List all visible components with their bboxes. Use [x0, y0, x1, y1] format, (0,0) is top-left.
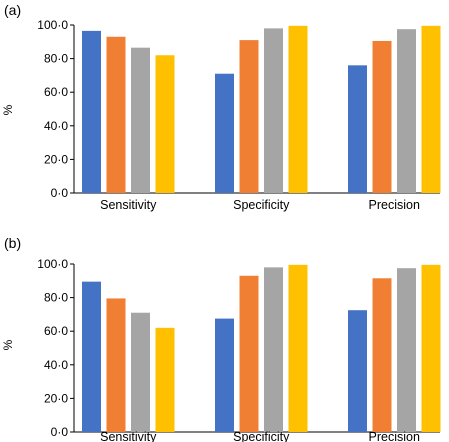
y-tick-label: 20·0	[44, 391, 68, 405]
bar	[215, 318, 234, 432]
y-tick-label: 40·0	[44, 358, 68, 372]
bar	[348, 310, 367, 432]
y-tick-label: 100·0	[37, 18, 68, 32]
bar	[155, 55, 175, 193]
bar	[421, 264, 441, 432]
bar	[264, 267, 283, 432]
y-tick-label: 60·0	[44, 324, 68, 338]
bar	[82, 281, 101, 432]
bar	[106, 298, 126, 432]
y-tick-label: 80·0	[44, 291, 68, 305]
bar	[131, 312, 150, 432]
bar	[397, 268, 416, 432]
bar	[372, 278, 392, 432]
bar	[155, 327, 175, 432]
x-category-label: Sensitivity	[100, 198, 157, 212]
bar	[106, 36, 126, 194]
bar	[131, 47, 150, 194]
y-tick-label: 0·0	[51, 186, 69, 200]
y-tick-label: 100·0	[37, 257, 68, 271]
panel-label: (b)	[4, 235, 21, 251]
bar	[288, 25, 308, 194]
y-tick-label: 20·0	[44, 152, 68, 166]
bar	[421, 25, 441, 194]
y-axis-title: %	[1, 104, 15, 115]
x-category-label: Precision	[369, 198, 420, 212]
bar	[264, 28, 283, 193]
y-tick-label: 60·0	[44, 85, 68, 99]
x-category-label: Sensitivity	[100, 430, 157, 442]
x-category-label: Specificity	[233, 430, 290, 442]
y-tick-label: 80·0	[44, 52, 68, 66]
y-tick-label: 0·0	[51, 425, 69, 439]
bar	[82, 30, 101, 193]
bar	[215, 73, 234, 193]
x-category-label: Specificity	[233, 198, 290, 212]
bar	[372, 40, 392, 194]
bar	[288, 264, 308, 432]
bar	[239, 275, 259, 432]
bar	[239, 40, 259, 194]
x-category-label: Precision	[369, 430, 420, 442]
bar	[348, 65, 367, 193]
y-axis-title: %	[1, 339, 15, 350]
bar	[397, 29, 416, 194]
panel-label: (a)	[4, 2, 21, 18]
y-tick-label: 40·0	[44, 119, 68, 133]
